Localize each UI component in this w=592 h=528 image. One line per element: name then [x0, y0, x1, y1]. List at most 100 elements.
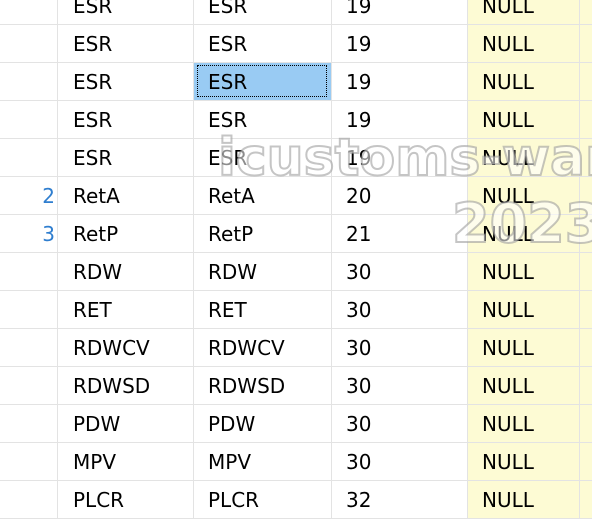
- cell-col-3[interactable]: 20: [332, 177, 468, 215]
- cell-col-2[interactable]: RDWCV: [194, 329, 332, 367]
- row-number[interactable]: [0, 139, 58, 177]
- cell-col-1[interactable]: RetP: [58, 215, 194, 253]
- row-number[interactable]: [0, 25, 58, 63]
- cell-col-4[interactable]: NULL: [468, 405, 580, 443]
- cell-col-5-partial[interactable]: [580, 367, 592, 405]
- cell-col-2[interactable]: ESR: [194, 63, 332, 101]
- table-row[interactable]: ESR ESR 19 NULL: [0, 25, 592, 63]
- cell-col-3[interactable]: 30: [332, 443, 468, 481]
- cell-col-3[interactable]: 30: [332, 253, 468, 291]
- table-row[interactable]: MPV MPV 30 NULL: [0, 443, 592, 481]
- cell-col-4[interactable]: NULL: [468, 253, 580, 291]
- cell-col-1[interactable]: PLCR: [58, 481, 194, 519]
- table-row[interactable]: RET RET 30 NULL: [0, 291, 592, 329]
- cell-col-4[interactable]: NULL: [468, 367, 580, 405]
- cell-col-2[interactable]: RET: [194, 291, 332, 329]
- cell-col-1[interactable]: RDW: [58, 253, 194, 291]
- cell-col-2[interactable]: PDW: [194, 405, 332, 443]
- table-row[interactable]: RDWSD RDWSD 30 NULL: [0, 367, 592, 405]
- cell-col-4[interactable]: NULL: [468, 481, 580, 519]
- cell-col-5-partial[interactable]: [580, 25, 592, 63]
- row-number[interactable]: [0, 0, 58, 25]
- cell-col-5-partial[interactable]: [580, 405, 592, 443]
- cell-col-3[interactable]: 30: [332, 405, 468, 443]
- cell-col-3[interactable]: 19: [332, 101, 468, 139]
- cell-col-4[interactable]: NULL: [468, 139, 580, 177]
- cell-col-1[interactable]: ESR: [58, 101, 194, 139]
- cell-col-5-partial[interactable]: [580, 443, 592, 481]
- cell-col-1[interactable]: ESR: [58, 25, 194, 63]
- cell-col-1[interactable]: RetA: [58, 177, 194, 215]
- row-number[interactable]: [0, 63, 58, 101]
- cell-col-3[interactable]: 19: [332, 25, 468, 63]
- table-row[interactable]: RDWCV RDWCV 30 NULL: [0, 329, 592, 367]
- cell-focus-outline: [197, 65, 327, 97]
- row-number[interactable]: [0, 253, 58, 291]
- table-row[interactable]: ESR ESR 19 NULL: [0, 101, 592, 139]
- row-number[interactable]: [0, 481, 58, 519]
- table-row[interactable]: RDW RDW 30 NULL: [0, 253, 592, 291]
- cell-col-5-partial[interactable]: [580, 63, 592, 101]
- cell-col-5-partial[interactable]: [580, 101, 592, 139]
- cell-col-4[interactable]: NULL: [468, 0, 580, 25]
- table-row[interactable]: ESR ESR 19 NULL: [0, 139, 592, 177]
- cell-col-3[interactable]: 30: [332, 367, 468, 405]
- row-number[interactable]: [0, 291, 58, 329]
- table-row[interactable]: 3 RetP RetP 21 NULL: [0, 215, 592, 253]
- cell-col-1[interactable]: ESR: [58, 63, 194, 101]
- cell-col-2[interactable]: RDWSD: [194, 367, 332, 405]
- cell-col-5-partial[interactable]: [580, 481, 592, 519]
- cell-col-1[interactable]: ESR: [58, 0, 194, 25]
- cell-col-4[interactable]: NULL: [468, 177, 580, 215]
- cell-col-2[interactable]: PLCR: [194, 481, 332, 519]
- cell-col-2[interactable]: MPV: [194, 443, 332, 481]
- cell-col-1[interactable]: ESR: [58, 139, 194, 177]
- cell-col-5-partial[interactable]: [580, 329, 592, 367]
- cell-col-3[interactable]: 30: [332, 291, 468, 329]
- cell-col-4[interactable]: NULL: [468, 443, 580, 481]
- cell-col-1[interactable]: MPV: [58, 443, 194, 481]
- cell-col-2[interactable]: ESR: [194, 0, 332, 25]
- cell-col-2[interactable]: ESR: [194, 25, 332, 63]
- cell-col-1[interactable]: RDWCV: [58, 329, 194, 367]
- cell-col-5-partial[interactable]: [580, 291, 592, 329]
- cell-col-5-partial[interactable]: [580, 177, 592, 215]
- cell-col-3[interactable]: 32: [332, 481, 468, 519]
- cell-col-2[interactable]: RetP: [194, 215, 332, 253]
- row-number[interactable]: [0, 329, 58, 367]
- table-row[interactable]: 2 RetA RetA 20 NULL: [0, 177, 592, 215]
- cell-col-2[interactable]: ESR: [194, 101, 332, 139]
- cell-col-3[interactable]: 21: [332, 215, 468, 253]
- cell-col-4[interactable]: NULL: [468, 25, 580, 63]
- cell-col-4[interactable]: NULL: [468, 101, 580, 139]
- cell-col-3[interactable]: 19: [332, 63, 468, 101]
- row-number[interactable]: 3: [0, 215, 58, 253]
- cell-col-5-partial[interactable]: [580, 215, 592, 253]
- row-number[interactable]: [0, 367, 58, 405]
- cell-col-5-partial[interactable]: [580, 139, 592, 177]
- table-row[interactable]: ESR ESR 19 NULL: [0, 63, 592, 101]
- table-row[interactable]: PDW PDW 30 NULL: [0, 405, 592, 443]
- cell-col-1[interactable]: RET: [58, 291, 194, 329]
- cell-col-4[interactable]: NULL: [468, 63, 580, 101]
- cell-col-4[interactable]: NULL: [468, 291, 580, 329]
- cell-col-3[interactable]: 19: [332, 0, 468, 25]
- cell-col-4[interactable]: NULL: [468, 329, 580, 367]
- row-number[interactable]: [0, 101, 58, 139]
- row-number[interactable]: [0, 443, 58, 481]
- cell-col-3[interactable]: 19: [332, 139, 468, 177]
- cell-col-4[interactable]: NULL: [468, 215, 580, 253]
- cell-col-2[interactable]: ESR: [194, 139, 332, 177]
- cell-col-1[interactable]: RDWSD: [58, 367, 194, 405]
- cell-col-3[interactable]: 30: [332, 329, 468, 367]
- table-row[interactable]: ESR ESR 19 NULL: [0, 0, 592, 25]
- cell-col-1[interactable]: PDW: [58, 405, 194, 443]
- cell-col-5-partial[interactable]: [580, 0, 592, 25]
- cell-col-5-partial[interactable]: [580, 253, 592, 291]
- row-number[interactable]: [0, 405, 58, 443]
- table-row[interactable]: PLCR PLCR 32 NULL: [0, 481, 592, 519]
- row-number[interactable]: 2: [0, 177, 58, 215]
- cell-col-2[interactable]: RetA: [194, 177, 332, 215]
- cell-col-2[interactable]: RDW: [194, 253, 332, 291]
